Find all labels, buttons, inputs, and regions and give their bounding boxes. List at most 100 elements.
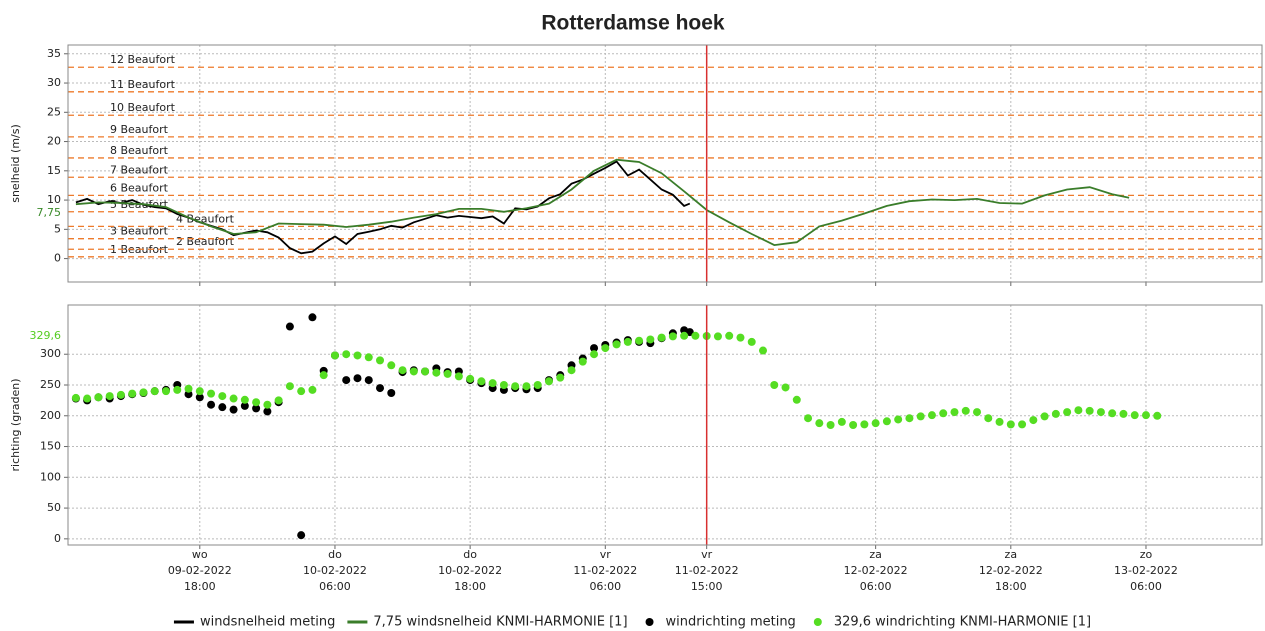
x-tick-label: 06:00 bbox=[589, 580, 621, 593]
y-tick-label: 10 bbox=[47, 193, 61, 206]
legend-label: windsnelheid meting bbox=[200, 615, 335, 630]
series-point bbox=[590, 350, 599, 359]
x-tick-label: do bbox=[328, 548, 342, 561]
series-point bbox=[364, 376, 373, 385]
y-tick-label: 50 bbox=[47, 501, 61, 514]
series-point bbox=[150, 387, 159, 396]
series-point bbox=[342, 350, 351, 359]
series-point bbox=[252, 398, 261, 407]
legend-label: 7,75 windsnelheid KNMI-HARMONIE [1] bbox=[373, 615, 627, 630]
series-point bbox=[770, 381, 779, 389]
y-axis-label: snelheid (m/s) bbox=[9, 124, 22, 203]
beaufort-label: 12 Beaufort bbox=[110, 53, 176, 66]
series-point bbox=[691, 331, 700, 340]
plot-area bbox=[68, 305, 1262, 545]
series-point bbox=[612, 340, 621, 349]
series-point bbox=[477, 377, 486, 386]
plot-frame bbox=[67, 304, 1263, 546]
x-tick-label: 06:00 bbox=[319, 580, 351, 593]
series-point bbox=[285, 382, 294, 391]
beaufort-label: 7 Beaufort bbox=[110, 163, 169, 176]
x-tick-label: 13-02-2022 bbox=[1114, 564, 1178, 577]
x-tick-label: za bbox=[1005, 548, 1018, 561]
series-point bbox=[252, 404, 261, 413]
series-point bbox=[263, 400, 272, 409]
series-point bbox=[927, 411, 936, 420]
series-point bbox=[466, 374, 475, 383]
series-point bbox=[995, 417, 1004, 426]
y-tick-label: 300 bbox=[40, 347, 61, 360]
y-tick-label: 200 bbox=[40, 409, 61, 422]
x-tick-label: 10-02-2022 bbox=[303, 564, 367, 577]
x-tick-label: wo bbox=[192, 548, 208, 561]
series-point bbox=[837, 417, 846, 426]
chart-title: Rotterdamse hoek bbox=[541, 12, 725, 35]
x-tick-label: 11-02-2022 bbox=[573, 564, 637, 577]
series-point bbox=[680, 331, 689, 340]
series-point bbox=[894, 415, 903, 424]
series-point bbox=[916, 412, 925, 421]
series-point bbox=[567, 366, 576, 375]
series-point bbox=[635, 336, 644, 345]
series-point bbox=[499, 381, 508, 389]
series-point bbox=[1141, 411, 1150, 420]
legend-label: windrichting meting bbox=[666, 615, 796, 630]
series-point bbox=[376, 384, 385, 393]
series-point bbox=[94, 393, 103, 402]
series-point bbox=[71, 393, 80, 402]
current-value-label: 329,6 bbox=[30, 329, 62, 342]
legend-marker bbox=[645, 618, 654, 626]
series-point bbox=[511, 382, 520, 391]
series-point bbox=[161, 387, 170, 396]
x-tick-label: 11-02-2022 bbox=[675, 564, 739, 577]
series-point bbox=[432, 368, 441, 377]
series-point bbox=[409, 367, 418, 376]
series-line bbox=[75, 160, 691, 255]
series-point bbox=[308, 313, 317, 322]
series-point bbox=[1006, 420, 1015, 429]
series-point bbox=[973, 408, 982, 417]
y-tick-label: 5 bbox=[54, 222, 61, 235]
series-point bbox=[364, 353, 373, 362]
series-point bbox=[1119, 409, 1128, 418]
y-tick-label: 35 bbox=[47, 47, 61, 60]
series-point bbox=[747, 337, 756, 346]
series-point bbox=[533, 381, 542, 389]
series-point bbox=[1153, 411, 1162, 420]
series-point bbox=[353, 374, 362, 383]
series-point bbox=[1029, 416, 1038, 425]
series-point bbox=[646, 335, 655, 344]
series-point bbox=[218, 392, 227, 401]
series-point bbox=[297, 531, 306, 540]
series-point bbox=[308, 385, 317, 394]
legend: windsnelheid meting 7,75 windsnelheid KNM… bbox=[173, 615, 1091, 630]
series-point bbox=[950, 408, 959, 417]
series-point bbox=[668, 332, 677, 341]
x-tick-label: do bbox=[463, 548, 477, 561]
series-point bbox=[139, 388, 148, 397]
series-point bbox=[1074, 406, 1083, 415]
beaufort-label: 11 Beaufort bbox=[110, 78, 176, 91]
y-tick-label: 250 bbox=[40, 378, 61, 391]
series-point bbox=[578, 357, 587, 366]
x-tick-label: vr bbox=[600, 548, 612, 561]
series-point bbox=[128, 389, 137, 398]
series-point bbox=[849, 421, 858, 429]
series-point bbox=[685, 328, 694, 337]
y-tick-label: 150 bbox=[40, 440, 61, 453]
y-tick-label: 25 bbox=[47, 105, 61, 118]
series-point bbox=[207, 389, 216, 398]
series-point bbox=[195, 393, 204, 402]
series-point bbox=[274, 396, 283, 405]
series-point bbox=[330, 351, 339, 360]
beaufort-label: 2 Beaufort bbox=[176, 235, 235, 248]
series-point bbox=[1085, 406, 1094, 415]
series-point bbox=[984, 414, 993, 423]
series-point bbox=[860, 420, 869, 429]
series-point bbox=[398, 366, 407, 375]
y-tick-label: 20 bbox=[47, 135, 61, 148]
series-point bbox=[376, 356, 385, 365]
x-tick-label: za bbox=[869, 548, 882, 561]
series-point bbox=[815, 419, 824, 428]
